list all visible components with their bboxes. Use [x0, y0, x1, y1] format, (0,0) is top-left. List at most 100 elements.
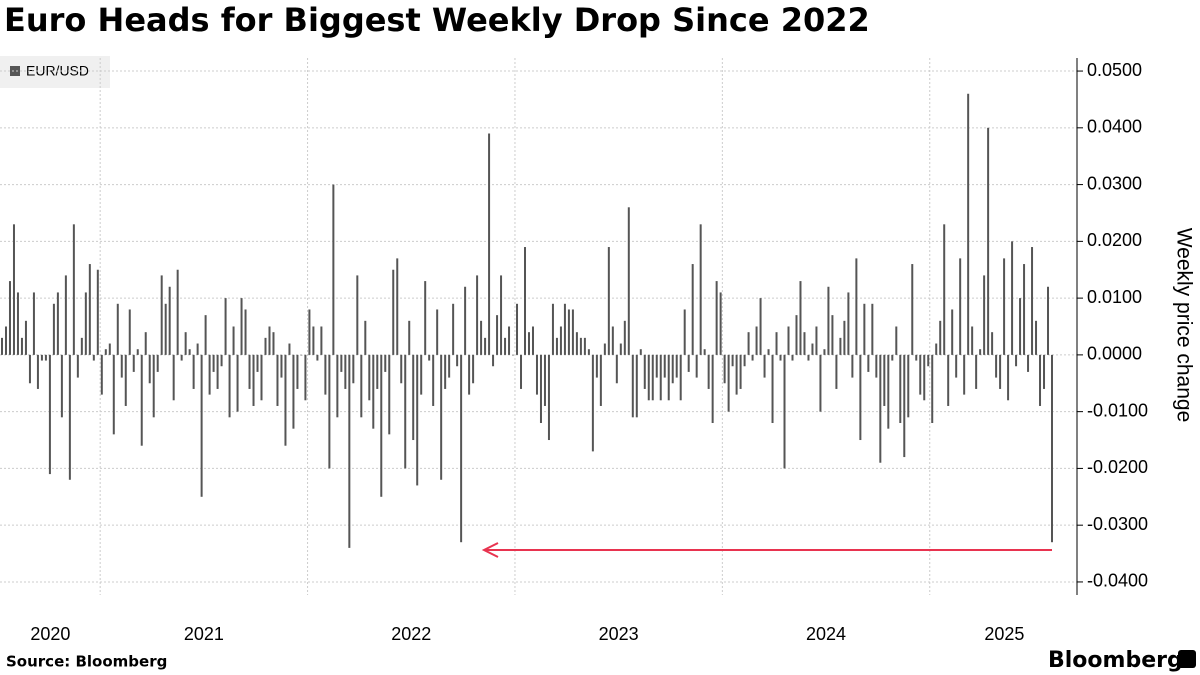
bar: [28, 354, 31, 384]
legend-swatch: [10, 66, 20, 76]
bar: [991, 332, 994, 355]
bar: [340, 354, 343, 372]
bar: [320, 326, 323, 355]
bar: [496, 315, 499, 355]
x-tick-label: 2024: [806, 624, 846, 644]
bar: [224, 298, 227, 355]
bar: [623, 320, 626, 355]
bar: [935, 343, 938, 355]
bar: [240, 298, 243, 355]
bar: [204, 315, 207, 355]
bar: [132, 354, 135, 372]
bar: [64, 275, 67, 355]
bar: [180, 354, 183, 361]
bar: [488, 133, 491, 355]
bar: [675, 354, 678, 378]
bar: [835, 354, 838, 389]
bar: [468, 354, 471, 395]
bar: [919, 354, 922, 395]
y-tick-label: -0.0100: [1087, 400, 1148, 420]
bar: [963, 354, 966, 395]
bar: [543, 354, 546, 406]
bar: [603, 343, 606, 355]
y-axis-title: Weekly price change: [1172, 228, 1195, 423]
bar: [975, 354, 978, 389]
bar: [899, 354, 902, 424]
bar: [136, 349, 139, 355]
bar: [168, 286, 171, 355]
bar: [847, 292, 850, 355]
bar: [587, 349, 590, 355]
y-tick-label: 0.0300: [1087, 173, 1142, 193]
bar: [56, 292, 59, 355]
bar: [452, 303, 455, 355]
bar: [1027, 354, 1030, 372]
bar: [524, 247, 527, 355]
bar: [268, 326, 271, 355]
bar: [595, 354, 598, 378]
bar: [887, 354, 890, 429]
bar: [292, 354, 295, 429]
bar: [755, 326, 758, 355]
bar: [879, 354, 882, 463]
bar: [376, 354, 379, 389]
bar: [795, 315, 798, 355]
bar: [651, 354, 654, 401]
y-tick-label: -0.0300: [1087, 514, 1148, 534]
bar: [715, 281, 718, 355]
bar: [695, 354, 698, 378]
bar: [412, 354, 415, 441]
bar: [160, 275, 163, 355]
bar: [907, 354, 910, 418]
bar: [679, 354, 682, 401]
bar: [352, 354, 355, 384]
bar: [863, 303, 866, 355]
bar: [687, 354, 690, 372]
bar: [100, 354, 103, 395]
bar: [839, 337, 842, 355]
bar: [44, 354, 47, 361]
bar: [84, 292, 87, 355]
bar: [212, 354, 215, 372]
bar: [32, 292, 35, 355]
y-tick-label: 0.0100: [1087, 287, 1142, 307]
bar: [611, 326, 614, 355]
bar: [551, 303, 554, 355]
bar: [635, 354, 638, 418]
bar: [40, 354, 43, 361]
bar: [819, 354, 822, 412]
bar: [827, 286, 830, 355]
bar: [1047, 286, 1050, 355]
bar: [88, 264, 91, 355]
chart-title: Euro Heads for Biggest Weekly Drop Since…: [4, 1, 870, 39]
bar: [683, 309, 686, 355]
bar: [547, 354, 550, 441]
bar: [284, 354, 287, 446]
bar: [304, 354, 307, 401]
bar: [531, 326, 534, 355]
x-tick-label: 2025: [984, 624, 1024, 644]
bar: [192, 354, 195, 389]
bar: [120, 354, 123, 378]
arrow-head: [481, 542, 499, 558]
bar: [380, 354, 383, 497]
bar: [400, 354, 403, 384]
bar: [252, 354, 255, 406]
bar: [72, 224, 75, 355]
bar: [184, 332, 187, 355]
bar: [332, 184, 335, 355]
bar: [731, 354, 734, 367]
bar: [176, 269, 179, 355]
bar: [1003, 258, 1006, 355]
bar: [891, 354, 894, 361]
bar: [607, 247, 610, 355]
bar: [404, 354, 407, 469]
bar: [659, 354, 662, 401]
bar: [1051, 354, 1053, 543]
bar: [571, 309, 574, 355]
bar: [92, 354, 95, 361]
bar: [627, 207, 630, 355]
bar: [771, 354, 774, 424]
bar: [855, 258, 858, 355]
y-tick-label: -0.0200: [1087, 457, 1148, 477]
